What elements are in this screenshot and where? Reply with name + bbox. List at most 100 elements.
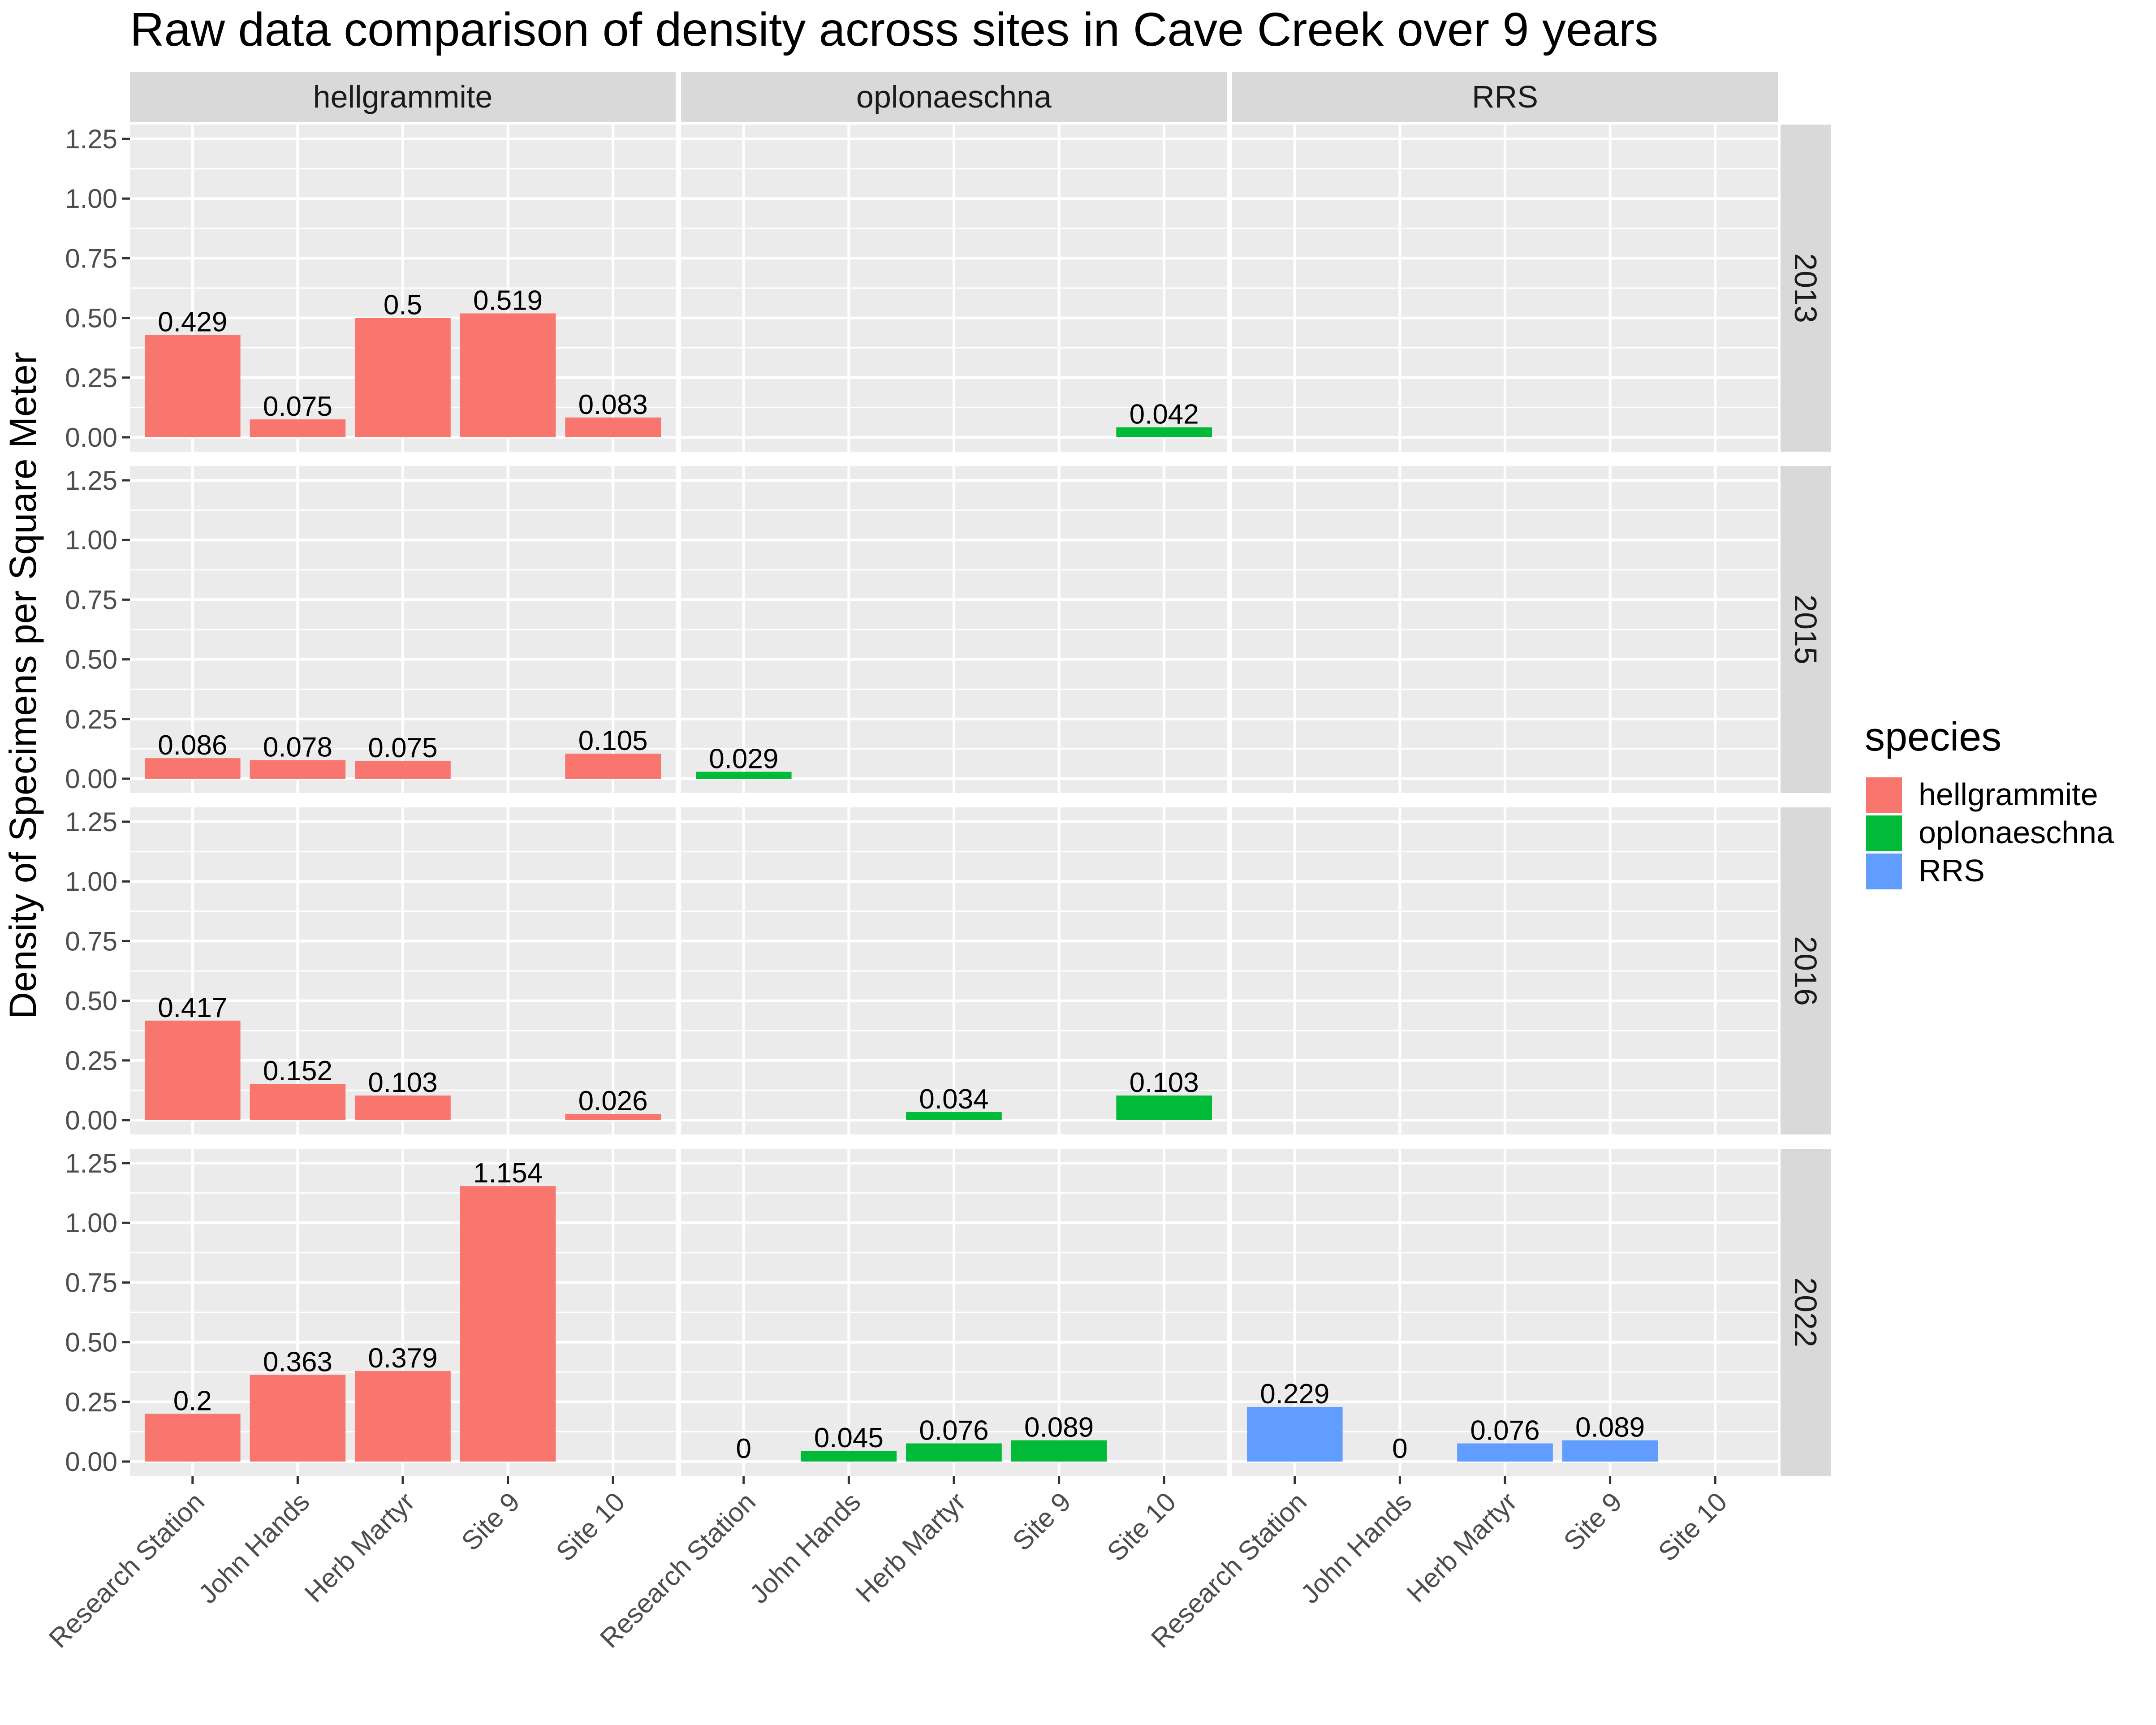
- bar-hellgrammite-2016-4: [565, 1114, 661, 1120]
- x-tick-label: John Hands: [193, 1487, 315, 1609]
- strip-label: oplonaeschna: [856, 79, 1052, 114]
- y-tick-label: 1.25: [65, 1148, 117, 1178]
- y-tick-label: 1.00: [65, 1208, 117, 1238]
- y-tick-label: 1.00: [65, 525, 117, 555]
- data-label: 0.045: [814, 1423, 884, 1453]
- panel-oplonaeschna-2016: 0.034 0.103: [681, 807, 1227, 1134]
- bar-hellgrammite-2022-2: [355, 1371, 451, 1462]
- bar-oplonaeschna-2013-4: [1116, 427, 1212, 437]
- y-tick-label: 0.50: [65, 986, 117, 1016]
- strip-hellgrammite: hellgrammite: [130, 72, 676, 122]
- data-label: 0.075: [368, 733, 437, 763]
- bar-hellgrammite-2013-0: [145, 335, 241, 437]
- x-tick-label: Herb Martyr: [1401, 1487, 1522, 1608]
- y-tick-label: 0.75: [65, 1268, 117, 1298]
- data-label: 0.026: [578, 1086, 648, 1117]
- panel-RRS-2022: 0.229 0 0.076 0.089: [1232, 1149, 1778, 1476]
- bar-oplonaeschna-2015-0: [696, 772, 792, 779]
- legend-title: species: [1865, 715, 2001, 759]
- bar-hellgrammite-2013-2: [355, 318, 451, 437]
- data-label: 0.379: [368, 1343, 437, 1374]
- data-label: 0.075: [263, 391, 332, 422]
- bar-RRS-2022-0: [1247, 1406, 1343, 1462]
- x-tick-label: Site 10: [1101, 1487, 1181, 1567]
- y-tick-label: 0.50: [65, 303, 117, 333]
- strip-label: 2015: [1788, 595, 1823, 664]
- legend-swatch: [1866, 854, 1902, 889]
- legend-swatch: [1866, 815, 1902, 851]
- legend-label: RRS: [1919, 853, 1985, 888]
- y-tick-label: 0.75: [65, 243, 117, 273]
- data-label: 0.076: [1470, 1415, 1539, 1446]
- y-axis-label: Density of Specimens per Square Meter: [2, 352, 44, 1019]
- bar-oplonaeschna-2016-2: [906, 1112, 1002, 1120]
- strip-2015: 2015: [1781, 466, 1831, 793]
- x-tick-label: John Hands: [1295, 1487, 1418, 1609]
- bar-oplonaeschna-2022-1: [801, 1451, 897, 1462]
- bar-RRS-2022-2: [1457, 1443, 1553, 1462]
- strip-background: [1781, 466, 1831, 793]
- x-tick-label: John Hands: [744, 1487, 867, 1609]
- panel-hellgrammite-2015: 0.086 0.078 0.075 0.105: [130, 466, 676, 793]
- legend-item-RRS: RRS: [1866, 853, 1985, 889]
- y-axes: 0.00 0.25 0.50 0.75 1.00 1.25 0.00 0.25 0.50 0.75…: [65, 124, 130, 1477]
- strip-background: [1781, 807, 1831, 1134]
- y-tick-label: 0.50: [65, 1328, 117, 1358]
- data-label: 0.042: [1130, 399, 1199, 430]
- data-label: 0.519: [473, 285, 543, 316]
- bar-hellgrammite-2015-0: [145, 758, 241, 779]
- bar-hellgrammite-2016-2: [355, 1095, 451, 1120]
- panel-hellgrammite-2016: 0.417 0.152 0.103 0.026: [130, 807, 676, 1134]
- data-label: 0.034: [919, 1084, 988, 1115]
- x-tick-label: Research Station: [43, 1487, 210, 1654]
- panel-oplonaeschna-2013: 0.042: [681, 125, 1227, 452]
- bar-hellgrammite-2022-1: [250, 1375, 346, 1462]
- bar-hellgrammite-2016-1: [250, 1084, 346, 1120]
- strip-oplonaeschna: oplonaeschna: [681, 72, 1227, 122]
- y-tick-label: 0.75: [65, 585, 117, 615]
- legend-item-hellgrammite: hellgrammite: [1866, 777, 2098, 813]
- data-label: 0.076: [919, 1415, 988, 1446]
- chart-title: Raw data comparison of density across si…: [130, 3, 1658, 56]
- x-tick-label: Site 9: [1007, 1487, 1077, 1557]
- data-label: 0.2: [173, 1385, 212, 1416]
- y-tick-label: 1.25: [65, 466, 117, 496]
- y-tick-label: 0.00: [65, 1447, 117, 1477]
- data-label: 0.103: [368, 1067, 437, 1098]
- panel-hellgrammite-2022: 0.2 0.363 0.379 1.154: [130, 1149, 676, 1476]
- data-label: 0.152: [263, 1056, 332, 1087]
- x-tick-label: Site 10: [550, 1487, 630, 1567]
- y-axis-row-2022: 0.00 0.25 0.50 0.75 1.00 1.25: [65, 1148, 130, 1477]
- data-label: 0.103: [1130, 1067, 1199, 1098]
- x-tick-label: Site 9: [1558, 1487, 1628, 1557]
- data-label: 0.229: [1260, 1379, 1329, 1410]
- bar-oplonaeschna-2022-3: [1011, 1440, 1107, 1462]
- strip-label: RRS: [1472, 79, 1538, 114]
- panel-RRS-2013: [1232, 125, 1778, 452]
- data-label: 1.154: [473, 1158, 543, 1189]
- strip-label: 2016: [1788, 936, 1823, 1006]
- y-tick-label: 1.25: [65, 807, 117, 837]
- strip-label: 2022: [1788, 1277, 1823, 1347]
- panel-RRS-2016: [1232, 807, 1778, 1134]
- y-tick-label: 0.25: [65, 704, 117, 734]
- legend-item-oplonaeschna: oplonaeschna: [1866, 815, 2114, 851]
- bar-hellgrammite-2015-1: [250, 760, 346, 779]
- panel-hellgrammite-2013: 0.429 0.075 0.5 0.519 0.083: [130, 125, 676, 452]
- y-tick-label: 0.00: [65, 1105, 117, 1135]
- data-label: 0: [736, 1433, 751, 1464]
- strip-background: [1781, 1149, 1831, 1476]
- data-label: 0.363: [263, 1347, 332, 1378]
- strip-RRS: RRS: [1232, 72, 1778, 122]
- strip-background: [681, 72, 1227, 122]
- bar-hellgrammite-2022-0: [145, 1414, 241, 1462]
- bar-hellgrammite-2022-3: [460, 1186, 556, 1462]
- y-tick-label: 0.25: [65, 1387, 117, 1417]
- data-label: 0.5: [384, 290, 422, 321]
